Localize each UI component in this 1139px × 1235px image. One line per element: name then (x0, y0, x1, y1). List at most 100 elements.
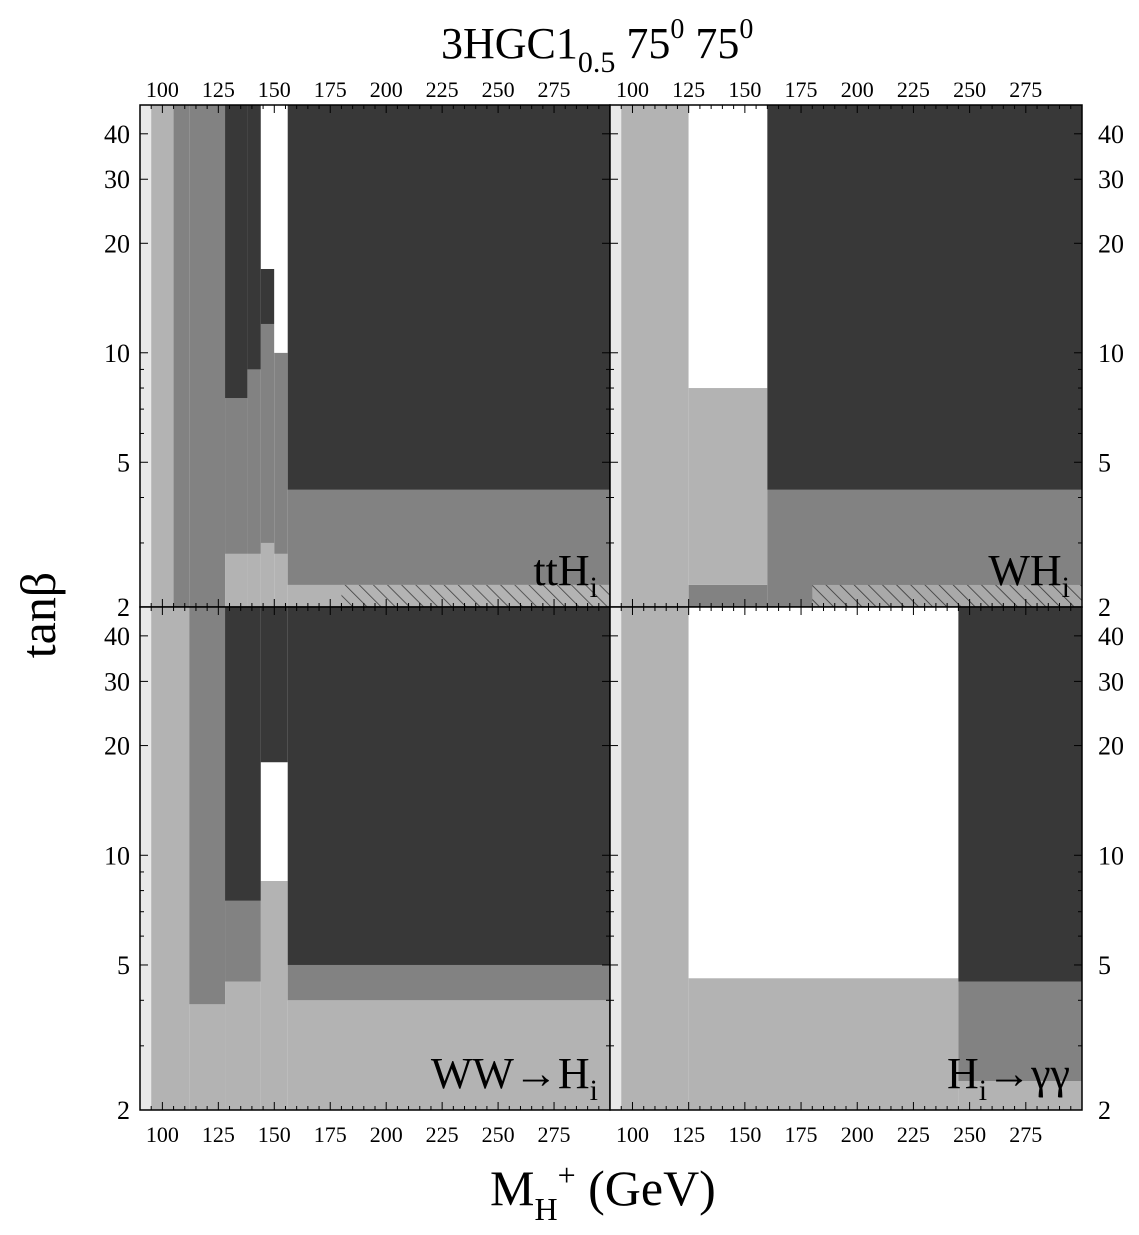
x-tick-label: 200 (841, 77, 874, 102)
y-tick-label: 20 (104, 732, 130, 761)
region-light (260, 542, 275, 607)
region-light (247, 553, 261, 607)
x-tick-label: 200 (370, 77, 403, 102)
y-tick-label: 40 (104, 622, 130, 651)
region-medium (173, 105, 190, 607)
region-dark (287, 105, 610, 490)
x-tick-label: 275 (538, 77, 571, 102)
y-tick-label: 30 (104, 165, 130, 194)
excluded-hatch-region (341, 584, 610, 607)
x-axis-label: MH+ (GeV) (490, 1157, 716, 1227)
region-light (621, 105, 689, 607)
panel-bottom-right: Hi→γγ (609, 606, 1083, 1111)
region-white (274, 105, 288, 353)
region-white (260, 762, 288, 881)
y-tick-label: 20 (104, 229, 130, 258)
region-light (688, 388, 768, 585)
x-tick-label: 175 (785, 77, 818, 102)
region-dark (225, 105, 248, 399)
x-tick-label: 125 (202, 77, 235, 102)
x-tick-label: 250 (482, 1122, 515, 1147)
x-tick-label: 225 (897, 1122, 930, 1147)
region-dark (767, 105, 1082, 490)
region-dark (247, 105, 261, 370)
region-medium (189, 105, 226, 607)
x-tick-label: 175 (314, 77, 347, 102)
y-tick-label: 5 (1098, 448, 1111, 477)
x-tick-label: 150 (258, 77, 291, 102)
x-tick-label: 200 (841, 1122, 874, 1147)
y-tick-label: 10 (1098, 339, 1124, 368)
x-tick-label: 175 (314, 1122, 347, 1147)
region-dark (287, 607, 610, 965)
y-tick-label: 2 (1098, 593, 1111, 622)
region-light (189, 1004, 226, 1110)
region-light (151, 105, 174, 607)
x-tick-label: 150 (728, 77, 761, 102)
panel-label: ttHi (533, 546, 598, 604)
region-white (688, 607, 959, 979)
panel-label: WHi (988, 546, 1070, 604)
x-tick-label: 150 (728, 1122, 761, 1147)
x-tick-label: 200 (370, 1122, 403, 1147)
x-tick-label: 125 (672, 77, 705, 102)
region-light (688, 978, 959, 1110)
panel-label: WW→Hi (431, 1049, 598, 1107)
y-tick-label: 5 (117, 448, 130, 477)
x-tick-label: 275 (1009, 77, 1042, 102)
panel-label: Hi→γγ (947, 1049, 1070, 1107)
region-dark (958, 607, 1082, 982)
excluded-hatch-region (812, 584, 1082, 607)
y-tick-label: 20 (1098, 229, 1124, 258)
x-tick-label: 250 (482, 77, 515, 102)
y-tick-label: 5 (1098, 951, 1111, 980)
region-medium (287, 489, 610, 585)
plot-panels: ttHi WHi WW→Hi Hi→γγ (139, 104, 1083, 1111)
panel-top-left: ttHi (139, 104, 611, 608)
region-light (287, 1000, 610, 1110)
x-tick-label: 100 (146, 1122, 179, 1147)
region-dark (260, 268, 275, 324)
x-tick-label: 250 (953, 1122, 986, 1147)
region-medium (225, 398, 248, 554)
region-medium (260, 323, 275, 543)
y-tick-label: 2 (117, 1096, 130, 1125)
x-tick-label: 125 (202, 1122, 235, 1147)
y-tick-label: 40 (1098, 120, 1124, 149)
x-tick-label: 125 (672, 1122, 705, 1147)
region-white (688, 105, 768, 389)
y-tick-label: 10 (104, 841, 130, 870)
region-medium (274, 352, 288, 554)
region-light (151, 607, 190, 1110)
region-light (260, 880, 288, 1110)
region-white (260, 105, 275, 269)
y-tick-label: 40 (104, 120, 130, 149)
x-tick-label: 100 (616, 1122, 649, 1147)
region-dark (225, 607, 261, 901)
region-light (274, 553, 288, 607)
y-axis-label: tanβ (10, 572, 66, 659)
figure-title: 3HGC10.5 750 750 (441, 14, 753, 79)
y-tick-label: 5 (117, 951, 130, 980)
y-tick-label: 2 (117, 593, 130, 622)
x-tick-label: 150 (258, 1122, 291, 1147)
x-tick-label: 100 (616, 77, 649, 102)
region-light (225, 981, 261, 1110)
region-medium (287, 964, 610, 1001)
y-tick-label: 30 (1098, 667, 1124, 696)
y-tick-label: 2 (1098, 1096, 1111, 1125)
x-tick-label: 100 (146, 77, 179, 102)
region-medium (247, 369, 261, 554)
region-medium (189, 607, 226, 1005)
region-light (621, 607, 689, 1110)
region-medium (688, 584, 768, 607)
region-very_light (140, 607, 152, 1110)
x-tick-label: 175 (785, 1122, 818, 1147)
y-tick-label: 40 (1098, 622, 1124, 651)
y-tick-label: 20 (1098, 732, 1124, 761)
y-tick-label: 10 (104, 339, 130, 368)
x-tick-label: 275 (538, 1122, 571, 1147)
x-tick-label: 225 (426, 77, 459, 102)
